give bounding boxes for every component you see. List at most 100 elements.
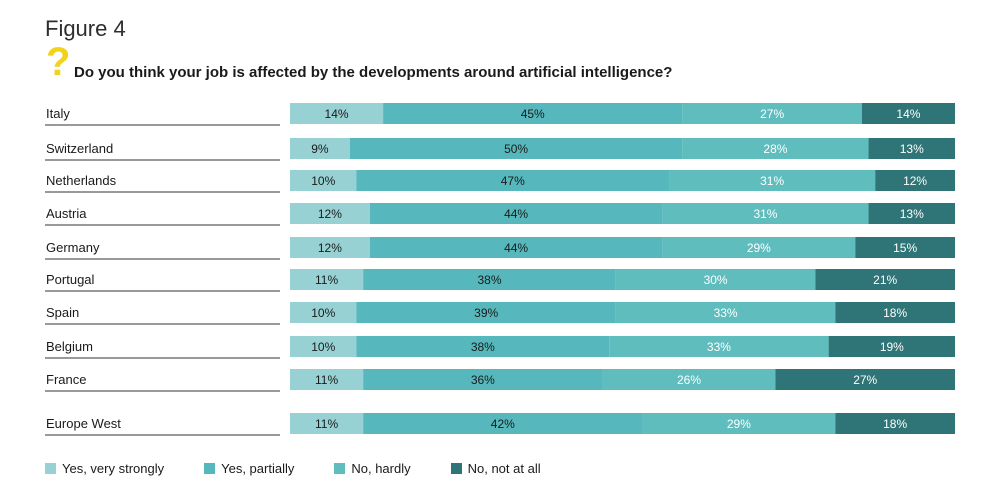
category-label: Austria [46,206,87,221]
bar-segment-yes-partially [363,413,643,434]
legend-item-yes-partially: Yes, partially [204,461,294,476]
data-label: 33% [714,306,738,320]
bar-segment-yes-very-strongly [290,413,364,434]
bar-segment-no-hardly [615,269,816,290]
data-label: 44% [504,207,528,221]
data-label: 12% [318,241,342,255]
data-label: 12% [903,174,927,188]
data-label: 31% [760,174,784,188]
category-label: Switzerland [46,141,113,156]
legend-label: No, hardly [351,461,411,476]
bar-row-france: France 11% 36% 26% 27% [45,369,955,392]
bar-segment-yes-very-strongly [290,203,370,224]
data-label: 11% [315,273,338,287]
legend-item-no-hardly: No, hardly [334,461,411,476]
bar-segment-yes-partially [363,369,603,390]
category-label: Portugal [46,272,95,287]
bar-segment-yes-partially [356,302,616,323]
legend-swatch [334,463,346,474]
legend-item-no-not-at-all: No, not at all [450,461,541,476]
data-label: 19% [880,340,904,354]
data-label: 13% [900,142,924,156]
data-label: 30% [704,273,728,287]
data-label: 45% [521,107,545,121]
stacked-bar-chart: Italy 14% 45% 27% 14% Switzerland 9% 50% 28% 13% N… [45,103,955,436]
bar-segment-no-hardly [682,103,862,124]
bar-segment-no-not-at-all [855,237,955,258]
data-label: 36% [471,373,495,387]
bar-segment-no-not-at-all [875,170,955,191]
bar-row-belgium: Belgium 10% 38% 33% 19% [45,336,955,359]
bar-segment-no-not-at-all [861,103,955,124]
bar-segment-no-not-at-all [835,413,955,434]
legend-swatch [204,463,216,474]
figure-label: Figure 4 [45,16,126,41]
data-label: 13% [900,207,924,221]
bar-row-germany: Germany 12% 44% 29% 15% [45,237,955,260]
bar-segment-no-hardly [682,138,869,159]
bar-segment-no-hardly [662,237,856,258]
legend-label: Yes, partially [221,461,295,476]
bar-segment-yes-partially [369,203,663,224]
data-label: 38% [477,273,501,287]
data-label: 21% [873,273,897,287]
data-label: 28% [763,142,787,156]
bar-segment-yes-partially [349,138,683,159]
data-label: 27% [760,107,784,121]
data-label: 11% [315,373,338,387]
data-label: 18% [883,306,907,320]
data-label: 42% [491,417,515,431]
bar-segment-no-hardly [615,302,836,323]
data-label: 47% [501,174,525,188]
bar-segment-yes-very-strongly [290,237,370,258]
data-label: 44% [504,241,528,255]
bar-row-portugal: Portugal 11% 38% 30% 21% [45,269,955,292]
bar-segment-yes-partially [383,103,683,124]
bar-segment-no-not-at-all [828,336,955,357]
data-label: 10% [311,174,335,188]
bar-segment-no-not-at-all [868,138,955,159]
legend-swatch [450,463,462,474]
bar-segment-yes-very-strongly [290,302,357,323]
bar-segment-no-not-at-all [775,369,955,390]
bar-segment-yes-very-strongly [290,103,384,124]
category-label: France [46,372,86,387]
bar-row-europe-west: Europe West 11% 42% 29% 18% [45,413,955,436]
category-label: Belgium [46,339,93,354]
bar-segment-no-not-at-all [815,269,955,290]
bar-segment-no-not-at-all [868,203,955,224]
legend-label: Yes, very strongly [62,461,165,476]
data-label: 26% [677,373,701,387]
data-label: 29% [727,417,751,431]
bar-segment-yes-partially [369,237,663,258]
data-label: 27% [853,373,877,387]
data-label: 10% [311,340,335,354]
category-label: Germany [46,240,100,255]
data-label: 15% [893,241,917,255]
bar-row-spain: Spain 10% 39% 33% 18% [45,302,955,325]
data-label: 14% [896,107,920,121]
category-label: Europe West [46,416,121,431]
chart-legend: Yes, very strongly Yes, partially No, hard… [45,461,581,476]
bar-segment-yes-very-strongly [290,170,357,191]
bar-segment-yes-very-strongly [290,138,350,159]
bar-segment-no-hardly [609,336,829,357]
data-label: 14% [325,107,349,121]
data-label: 29% [747,241,771,255]
data-label: 50% [504,142,528,156]
data-label: 33% [707,340,731,354]
legend-swatch [45,463,56,474]
bar-segment-no-hardly [642,413,836,434]
bar-segment-yes-very-strongly [290,369,364,390]
bar-segment-no-hardly [669,170,876,191]
bar-segment-yes-very-strongly [290,336,357,357]
data-label: 11% [315,417,338,431]
category-label: Netherlands [46,173,117,188]
data-label: 18% [883,417,907,431]
category-label: Italy [46,106,70,121]
data-label: 12% [318,207,342,221]
data-label: 31% [753,207,777,221]
bar-row-austria: Austria 12% 44% 31% 13% [45,203,955,226]
bar-segment-no-hardly [662,203,869,224]
question-mark-icon: ? [46,40,71,84]
